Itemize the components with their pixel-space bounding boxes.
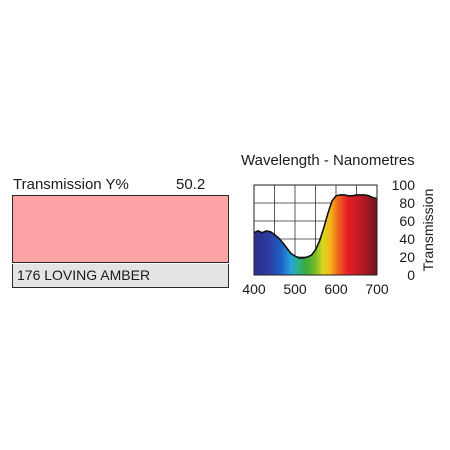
y-axis-label: Transmission [420,189,436,272]
transmission-value: 50.2 [176,176,206,193]
y-tick-label: 40 [399,231,415,247]
x-tick-label: 600 [324,281,348,297]
y-tick-label: 100 [392,177,416,193]
y-tick-label: 80 [399,195,415,211]
transmission-area [254,194,377,275]
chart-title: Wavelength - Nanometres [241,152,415,169]
y-tick-label: 60 [399,213,415,229]
x-tick-label: 700 [365,281,389,297]
x-tick-label: 400 [242,281,266,297]
filter-name: 176 LOVING AMBER [12,264,229,288]
y-tick-label: 20 [399,249,415,265]
transmission-label: Transmission Y% [13,176,129,193]
x-tick-label: 500 [283,281,307,297]
transmission-curve [253,194,378,259]
y-tick-label: 0 [407,267,415,283]
color-swatch [12,195,229,263]
y-tick-labels: 0 20 40 60 80 100 [392,177,416,283]
x-tick-labels: 400 500 600 700 [242,281,389,297]
plot-frame [253,184,378,276]
